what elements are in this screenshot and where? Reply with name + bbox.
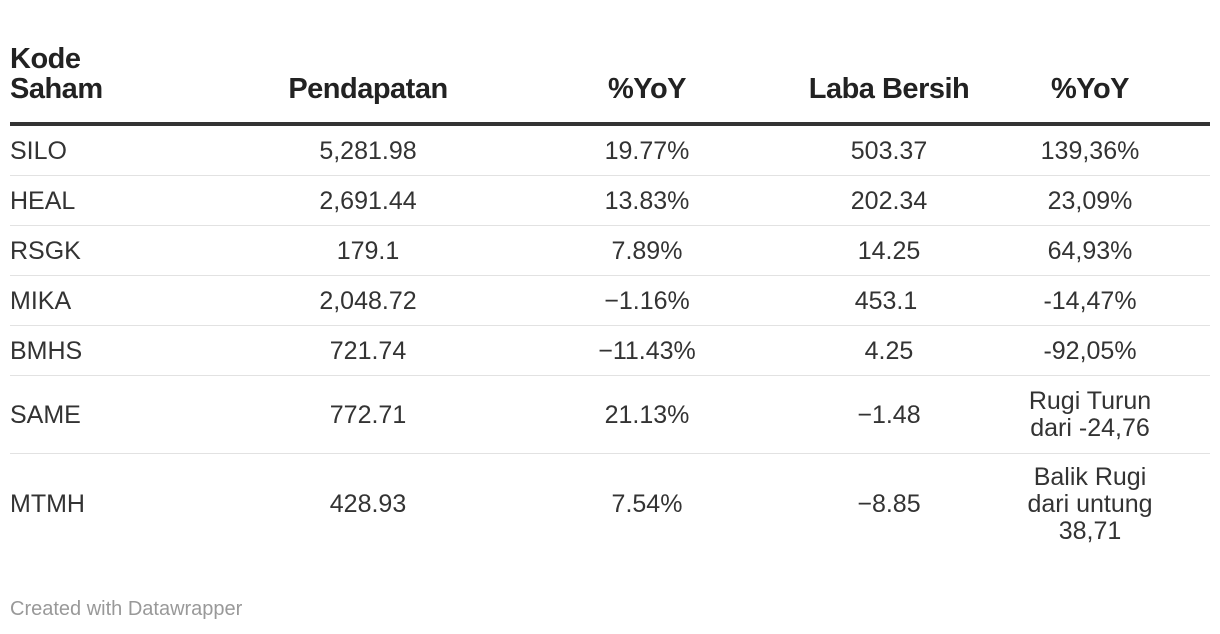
cell-kode: MIKA — [10, 286, 72, 315]
cell-yoy-pendapatan: 13.83% — [604, 186, 690, 215]
cell-laba-bersih: 453.1 — [854, 286, 918, 315]
cell-laba-bersih: −1.48 — [857, 400, 921, 429]
cell-yoy-laba: 139,36% — [1040, 136, 1140, 165]
cell-yoy-pendapatan: 21.13% — [604, 400, 690, 429]
cell-pendapatan: 2,691.44 — [319, 186, 417, 215]
cell-yoy-laba: -14,47% — [1043, 286, 1137, 315]
cell-yoy-laba: Rugi Turun dari -24,76 — [970, 376, 1210, 454]
cell-laba-bersih: 14.25 — [857, 236, 921, 265]
cell-yoy-pendapatan: 19.77% — [604, 136, 690, 165]
data-table: Kode Saham Pendapatan %YoY Laba Bersih %… — [10, 44, 1210, 554]
cell-pendapatan: 721.74 — [329, 336, 407, 365]
cell-pendapatan: 5,281.98 — [319, 136, 417, 165]
table-row: MIKA 2,048.72 −1.16% 453.1 -14,47% — [10, 276, 1210, 326]
data-table-container: Kode Saham Pendapatan %YoY Laba Bersih %… — [10, 44, 1210, 554]
cell-yoy-pendapatan: −1.16% — [604, 286, 690, 315]
header-kode-saham: Kode Saham — [10, 43, 103, 105]
cell-laba-bersih: 503.37 — [850, 136, 928, 165]
table-row: RSGK 179.1 7.89% 14.25 64,93% — [10, 226, 1210, 276]
cell-pendapatan: 2,048.72 — [319, 286, 417, 315]
cell-laba-bersih: 202.34 — [850, 186, 928, 215]
cell-pendapatan: 179.1 — [336, 236, 400, 265]
table-row: MTMH 428.93 7.54% −8.85 Balik Rugi dari … — [10, 454, 1210, 555]
cell-yoy-laba: Balik Rugi dari untung 38,71 — [970, 454, 1210, 555]
yoy-note: Balik Rugi dari untung 38,71 — [1027, 462, 1153, 545]
yoy-note: Rugi Turun dari -24,76 — [1028, 386, 1152, 442]
cell-kode: MTMH — [10, 490, 85, 518]
cell-yoy-pendapatan: 7.54% — [611, 490, 683, 518]
header-laba-bersih: Laba Bersih — [808, 73, 970, 105]
table-row: BMHS 721.74 −11.43% 4.25 -92,05% — [10, 326, 1210, 376]
cell-kode: RSGK — [10, 236, 81, 265]
cell-kode: BMHS — [10, 336, 83, 365]
table-body: SILO 5,281.98 19.77% 503.37 139,36% HEAL… — [10, 124, 1210, 554]
cell-yoy-laba: -92,05% — [1043, 336, 1137, 365]
header-row: Kode Saham Pendapatan %YoY Laba Bersih %… — [10, 44, 1210, 124]
header-yoy-pendapatan: %YoY — [607, 73, 687, 105]
table-row: SILO 5,281.98 19.77% 503.37 139,36% — [10, 124, 1210, 176]
header-pendapatan: Pendapatan — [288, 73, 448, 105]
header-yoy-laba: %YoY — [1050, 73, 1130, 105]
cell-yoy-pendapatan: 7.89% — [611, 236, 683, 265]
cell-pendapatan: 772.71 — [329, 400, 407, 429]
cell-kode: HEAL — [10, 186, 76, 215]
cell-kode: SILO — [10, 136, 67, 165]
table-row: HEAL 2,691.44 13.83% 202.34 23,09% — [10, 176, 1210, 226]
cell-yoy-pendapatan: −11.43% — [598, 336, 696, 365]
cell-kode: SAME — [10, 400, 81, 429]
datawrapper-credit: Created with Datawrapper — [10, 598, 243, 620]
table-header: Kode Saham Pendapatan %YoY Laba Bersih %… — [10, 44, 1210, 124]
cell-laba-bersih: 4.25 — [864, 336, 914, 365]
cell-pendapatan: 428.93 — [329, 490, 407, 518]
cell-yoy-laba: 64,93% — [1047, 236, 1133, 265]
cell-laba-bersih: −8.85 — [857, 490, 921, 518]
table-row: SAME 772.71 21.13% −1.48 Rugi Turun dari… — [10, 376, 1210, 454]
cell-yoy-laba: 23,09% — [1047, 186, 1133, 215]
